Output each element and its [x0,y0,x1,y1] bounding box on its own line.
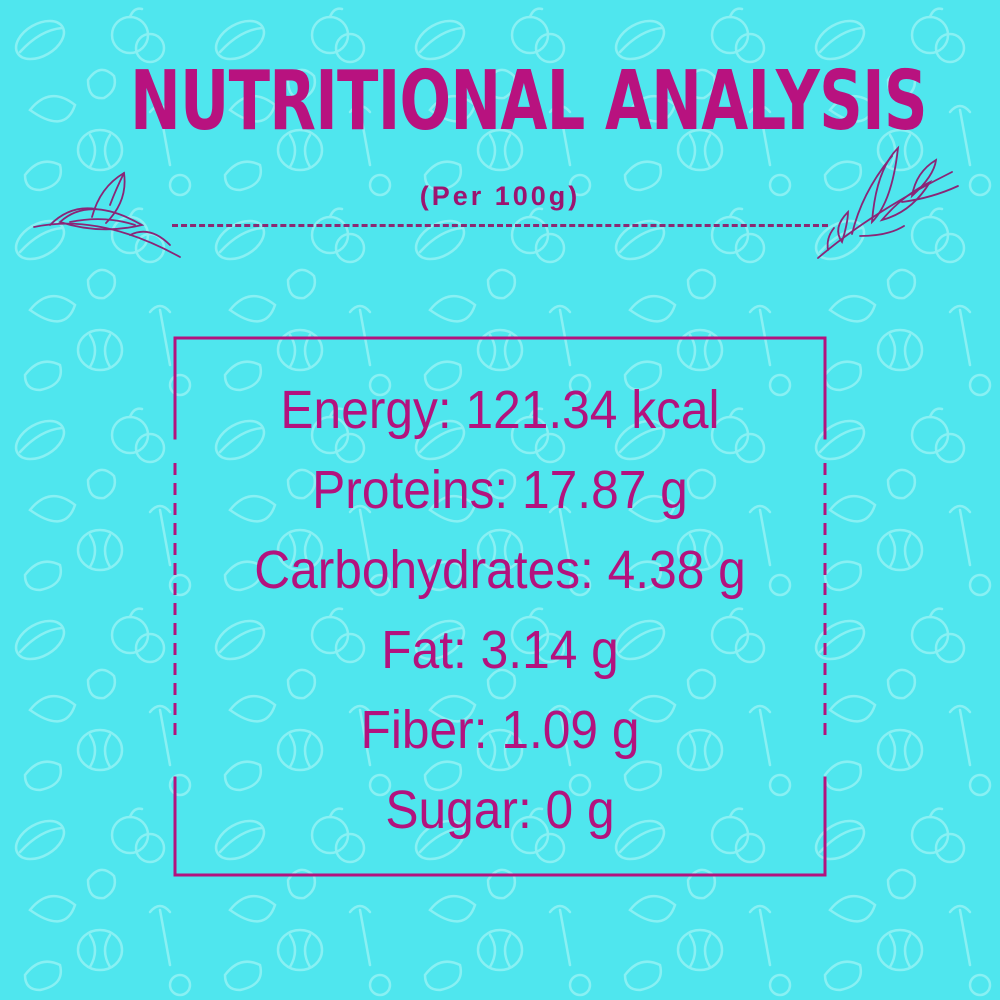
nutrient-value: 17.87 g [522,460,688,520]
nutrient-row-fat: Fat: 3.14 g [381,620,619,680]
nutrient-row-proteins: Proteins: 17.87 g [312,460,688,520]
nutrient-value: 4.38 g [607,540,746,600]
nutrient-label: Fiber [360,700,474,760]
nutrient-value: 121.34 kcal [465,380,720,440]
nutrient-label: Proteins [312,460,495,520]
nutrient-row-carbohydrates: Carbohydrates: 4.38 g [254,540,746,600]
nutrient-list: Energy: 121.34 kcal Proteins: 17.87 g Ca… [175,370,825,850]
nutrient-value: 3.14 g [480,620,619,680]
title-divider [172,224,828,227]
nutrient-label: Energy [280,380,438,440]
nutrient-row-energy: Energy: 121.34 kcal [280,380,720,440]
leaf-sprig-right-icon [817,145,959,259]
nutrient-row-fiber: Fiber: 1.09 g [360,700,640,760]
page-title: NUTRITIONAL ANALYSIS [130,54,928,149]
nutrient-value: 1.09 g [501,700,640,760]
leaf-sprig-left-icon [33,171,181,258]
nutrient-row-sugar: Sugar: 0 g [385,780,615,840]
nutrient-value: 0 g [545,780,615,840]
page-subtitle: (Per 100g) [419,181,581,211]
nutrient-label: Sugar [385,780,518,840]
nutrient-label: Fat [381,620,454,680]
nutrient-label: Carbohydrates [254,540,581,600]
